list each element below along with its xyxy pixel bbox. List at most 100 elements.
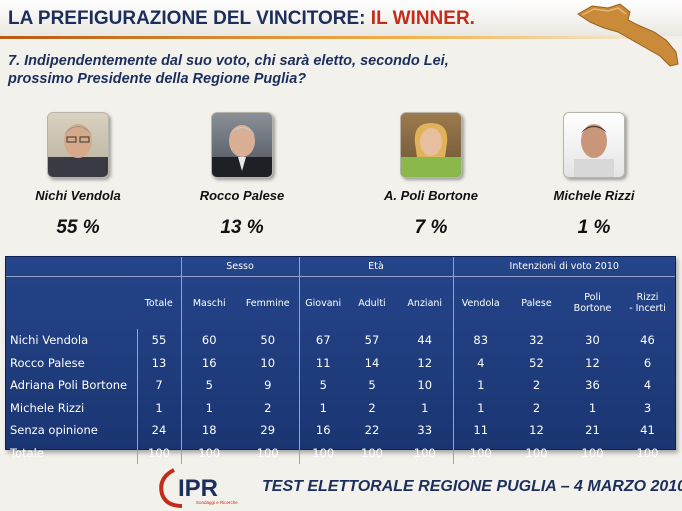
table-cell: 1	[452, 374, 508, 397]
table-cell: 12	[529, 423, 544, 438]
logo-text: IPR	[178, 475, 218, 502]
table-cell: 1	[452, 396, 508, 419]
candidate-name: Nichi Vendola	[35, 188, 121, 203]
candidate-card-vendola: Nichi Vendola 55 %	[3, 112, 153, 239]
table-cell: 11	[452, 419, 508, 442]
table-cell: 50	[260, 333, 276, 348]
table-cell: 16	[180, 351, 237, 374]
avatar-poli-bortone	[400, 112, 462, 178]
table-cell: 12	[417, 355, 433, 370]
column-header: Femmine	[245, 297, 290, 309]
column-header: Giovani	[298, 276, 347, 329]
table-cell: 6	[643, 355, 652, 370]
group-sesso: Sesso	[180, 257, 299, 277]
group-eta: Età	[298, 257, 453, 277]
table-cell: 3	[643, 400, 652, 415]
table-cell: 100	[525, 445, 548, 460]
table-cell: 100	[413, 445, 436, 460]
table-cell: 2	[532, 400, 541, 415]
column-header: Anziani	[407, 297, 443, 309]
table-row: Nichi Vendola 55 60 50 67 57 44 83 32 30 46	[6, 329, 675, 352]
avatar-palese	[211, 112, 273, 178]
question-line-1: 7. Indipendentemente dal suo voto, chi s…	[8, 53, 449, 69]
table-group-header: Sesso Età Intenzioni di voto 2010	[6, 257, 675, 277]
row-label: Nichi Vendola	[10, 333, 89, 348]
table-cell: 36	[585, 378, 600, 393]
table-cell: 100	[581, 445, 604, 460]
table-cell: 10	[417, 378, 433, 393]
footer-text: TEST ELETTORALE REGIONE PUGLIA – 4 MARZO…	[262, 478, 682, 495]
table-row: Senza opinione 24 18 29 16 22 33 11 12 21 41	[6, 419, 675, 442]
header-divider	[0, 36, 682, 39]
column-header: Palese	[521, 297, 552, 309]
table-cell: 100	[136, 441, 181, 464]
column-header: Maschi	[180, 276, 237, 329]
table-cell: 83	[452, 329, 508, 352]
table-cell: 2	[264, 400, 272, 415]
candidate-card-rizzi: Michele Rizzi 1 %	[519, 112, 669, 239]
avatar-rizzi	[563, 112, 625, 178]
table-cell: 100	[452, 441, 508, 464]
table-cell: 1	[588, 400, 597, 415]
results-table: Sesso Età Intenzioni di voto 2010 Totale…	[5, 256, 676, 464]
column-header: Totale	[144, 297, 173, 309]
candidate-percent: 55 %	[56, 217, 100, 238]
candidate-card-poli-bortone: A. Poli Bortone 7 %	[356, 112, 506, 239]
title-main: LA PREFIGURAZIONE DEL VINCITORE:	[8, 8, 366, 29]
question-text: 7. Indipendentemente dal suo voto, chi s…	[8, 52, 528, 88]
table-cell: 57	[364, 333, 380, 348]
row-label: Senza opinione	[10, 423, 98, 438]
table-cell: 100	[256, 445, 279, 460]
candidate-name: A. Poli Bortone	[384, 188, 478, 203]
table-row: Adriana Poli Bortone 7 5 9 5 5 10 1 2 36 4	[6, 374, 675, 397]
table-cell: 29	[260, 423, 276, 438]
avatar-vendola	[47, 112, 109, 178]
table-cell: 24	[136, 419, 181, 442]
table-cell: 22	[364, 423, 380, 438]
table-column-header: Totale Maschi Femmine Giovani Adulti Anziani V…	[6, 276, 675, 329]
column-header: Vendola	[452, 276, 508, 329]
table-row: Rocco Palese 13 16 10 11 14 12 4 52 12 6	[6, 351, 675, 374]
table-cell: 52	[529, 355, 544, 370]
table-cell: 12	[585, 355, 600, 370]
table-cell: 30	[585, 333, 600, 348]
group-intenzioni: Intenzioni di voto 2010	[452, 257, 675, 277]
table-cell: 46	[640, 333, 655, 348]
table-cell: 100	[180, 441, 237, 464]
table-body: Nichi Vendola 55 60 50 67 57 44 83 32 30 46 Rocco P…	[6, 329, 675, 464]
table-cell: 55	[136, 329, 181, 352]
logo-tagline: Sondaggi e Ricerche	[196, 500, 238, 505]
table-cell: 5	[180, 374, 237, 397]
table-cell: 1	[298, 396, 347, 419]
table-cell: 100	[636, 445, 659, 460]
table-cell: 5	[368, 378, 376, 393]
table-cell: 33	[417, 423, 433, 438]
table-row: Totale 100 100 100 100 100 100 100 100 100 100	[6, 441, 675, 464]
table-cell: 9	[264, 378, 272, 393]
table-cell: 1	[180, 396, 237, 419]
results-table-grid: Sesso Età Intenzioni di voto 2010 Totale…	[6, 257, 675, 464]
table-cell: 13	[136, 351, 181, 374]
header-bar	[0, 0, 682, 38]
table-cell: 7	[136, 374, 181, 397]
table-cell: 41	[640, 423, 655, 438]
column-header: Poli Bortone	[573, 292, 612, 314]
row-label: Totale	[10, 445, 44, 460]
table-cell: 4	[452, 351, 508, 374]
table-cell: 44	[417, 333, 433, 348]
table-cell: 11	[298, 351, 347, 374]
ipr-logo: IPR Sondaggi e Ricerche	[159, 468, 238, 508]
table-cell: 60	[180, 329, 237, 352]
table-row: Michele Rizzi 1 1 2 1 2 1 1 2 1 3	[6, 396, 675, 419]
row-label: Rocco Palese	[10, 355, 85, 370]
table-cell: 67	[298, 329, 347, 352]
table-cell: 18	[180, 419, 237, 442]
table-cell: 16	[298, 419, 347, 442]
column-header: Adulti	[358, 297, 386, 309]
table-cell: 2	[368, 400, 376, 415]
candidate-name: Michele Rizzi	[553, 188, 635, 203]
candidate-card-palese: Rocco Palese 13 %	[167, 112, 317, 239]
candidate-percent: 13 %	[220, 217, 264, 238]
candidate-percent: 7 %	[414, 217, 448, 238]
table-cell: 4	[643, 378, 652, 393]
